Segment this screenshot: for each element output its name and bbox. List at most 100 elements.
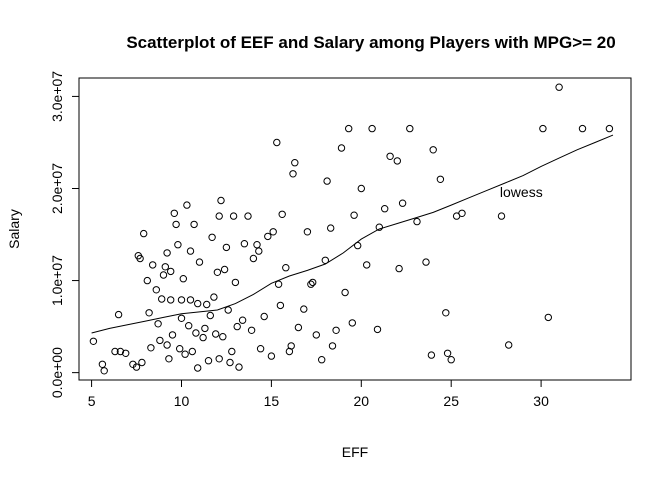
data-point [395, 264, 403, 273]
data-point [192, 329, 200, 337]
data-point [111, 347, 119, 356]
data-point [163, 249, 171, 257]
data-point [100, 367, 108, 375]
data-point [194, 299, 202, 308]
data-point [269, 228, 277, 236]
data-point [393, 157, 401, 165]
data-point [458, 209, 466, 218]
data-point [318, 356, 326, 364]
data-point [294, 323, 303, 332]
lowess-annotation: lowess [500, 184, 543, 200]
data-point [309, 278, 317, 287]
data-point [140, 229, 148, 238]
data-point [282, 264, 290, 272]
data-point [138, 358, 146, 367]
x-axis-label: EFF [342, 444, 368, 460]
data-point [307, 280, 315, 288]
data-point [188, 347, 197, 356]
data-point [447, 356, 455, 364]
data-point [194, 364, 202, 372]
data-point [165, 355, 173, 363]
data-point [256, 345, 265, 353]
data-point [289, 170, 297, 178]
data-point [235, 363, 243, 371]
data-point [149, 261, 157, 269]
data-point [183, 201, 191, 209]
y-axis: 0.0e+00 1.0e+07 2.0e+07 3.0e+07 [49, 71, 80, 398]
data-point [185, 322, 193, 330]
data-point [172, 220, 180, 229]
data-point [578, 124, 587, 133]
data-point [368, 124, 376, 133]
data-point [231, 278, 240, 287]
data-point [210, 293, 218, 301]
data-point [136, 254, 144, 263]
data-point [422, 258, 430, 266]
data-point [274, 280, 283, 288]
data-point [226, 358, 234, 367]
data-point [544, 313, 552, 322]
data-point [278, 210, 286, 219]
data-point [224, 306, 232, 314]
data-point [213, 268, 222, 276]
data-point [436, 175, 445, 184]
data-point [373, 325, 382, 334]
data-point [249, 254, 258, 263]
data-point [176, 345, 184, 353]
data-point [406, 124, 414, 133]
data-point [220, 265, 229, 274]
data-point [332, 326, 340, 334]
x-tick-label: 10 [174, 393, 190, 409]
data-point [244, 212, 252, 220]
data-point [253, 241, 261, 249]
data-point [505, 341, 513, 349]
data-point [375, 223, 383, 231]
data-point [122, 349, 130, 357]
data-point [206, 311, 215, 320]
data-point [203, 300, 211, 309]
data-point [156, 336, 164, 345]
data-point [427, 351, 436, 359]
y-tick-label: 2.0e+07 [49, 163, 65, 214]
data-point [398, 199, 407, 207]
data-point [321, 256, 329, 264]
data-points [89, 83, 614, 375]
data-point [158, 295, 166, 303]
plot-frame [78, 77, 632, 381]
data-point [442, 309, 450, 317]
data-point [116, 347, 125, 356]
x-tick-label: 15 [264, 393, 280, 409]
data-point [132, 363, 141, 371]
y-tick-label: 1.0e+07 [49, 255, 65, 306]
data-point [247, 326, 256, 334]
data-point [240, 240, 249, 248]
data-point [229, 212, 238, 220]
data-point [222, 243, 231, 252]
x-tick-label: 5 [88, 393, 96, 409]
x-axis: 5 10 15 20 25 30 [88, 379, 549, 409]
data-point [443, 349, 452, 357]
data-point [199, 333, 207, 342]
data-point [337, 144, 346, 152]
x-tick-label: 30 [533, 393, 549, 409]
data-point [255, 247, 263, 255]
data-point [195, 258, 204, 266]
data-point [181, 350, 189, 358]
y-axis-label: Salary [6, 209, 22, 249]
data-point [98, 360, 107, 368]
data-point [204, 357, 213, 365]
data-point [291, 159, 299, 167]
data-point [312, 331, 320, 339]
data-point [264, 232, 272, 241]
data-point [555, 83, 563, 91]
chart-title: Scatterplot of EEF and Salary among Play… [126, 33, 615, 52]
data-point [497, 212, 506, 220]
data-point [143, 276, 152, 285]
data-point [276, 301, 285, 310]
data-point [357, 184, 365, 193]
data-point [273, 138, 281, 147]
data-point [170, 209, 179, 218]
data-point [350, 211, 358, 219]
data-point [233, 322, 241, 331]
data-point [159, 271, 168, 279]
